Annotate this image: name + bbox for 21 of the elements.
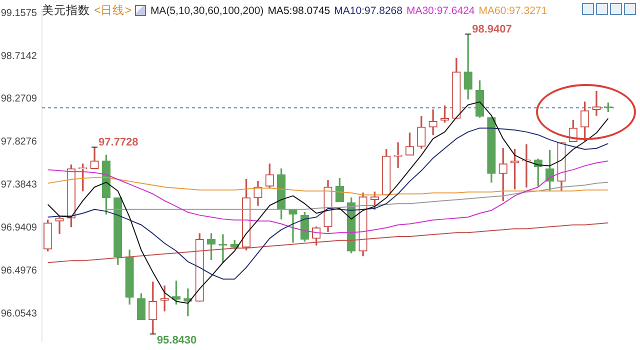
y-tick-label: 99.1575 — [0, 8, 38, 19]
y-tick-label: 98.2709 — [0, 94, 38, 105]
y-tick-label: 98.7142 — [0, 50, 38, 62]
candlestick — [522, 144, 531, 188]
candlestick — [55, 216, 64, 234]
candlestick — [592, 90, 601, 116]
annotation: 97.7728 — [98, 136, 138, 149]
y-tick-label: 96.9409 — [0, 222, 38, 234]
text: MA60:97.3271 — [478, 4, 548, 16]
annotation: 95.8430 — [156, 334, 197, 346]
y-tick-label: 97.3843 — [0, 180, 38, 191]
y-tick-label: 97.8276 — [0, 136, 38, 148]
text: MA10:97.8268 — [334, 4, 402, 16]
y-tick-label: 96.4976 — [0, 265, 38, 276]
chart-subtitle: <日线> — [94, 4, 132, 18]
legend-title: MA(5,10,30,60,100,200) — [150, 4, 264, 16]
text: MA5:98.0745 — [268, 4, 330, 16]
text: MA30:97.6424 — [406, 4, 475, 16]
chart-title: 美元指数 — [42, 3, 90, 18]
annotation: 98.9407 — [472, 24, 512, 36]
y-tick-label: 96.0543 — [0, 308, 38, 320]
